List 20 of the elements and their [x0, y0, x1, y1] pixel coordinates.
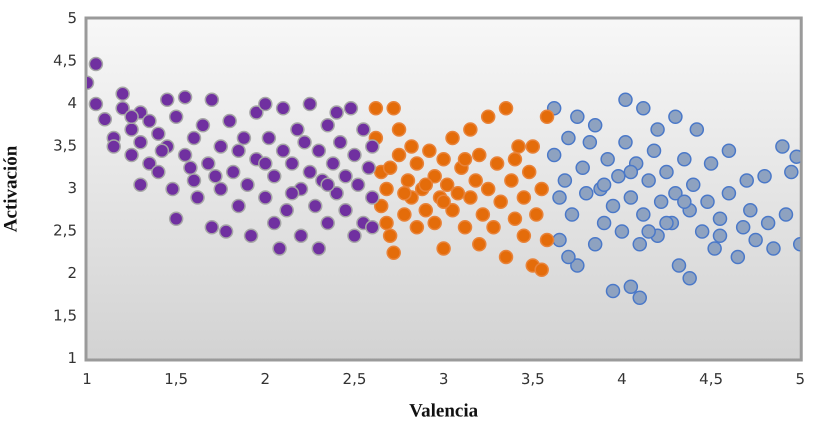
- y-tick-label: 2: [67, 264, 77, 282]
- x-tick-label: 2,5: [342, 370, 366, 388]
- y-tick-label: 1: [67, 348, 77, 367]
- x-tick-label: 5: [795, 370, 805, 388]
- y-axis-title: Activación: [0, 145, 22, 232]
- x-tick-label: 3,5: [520, 370, 545, 388]
- y-tick-label: 3,5: [53, 136, 77, 154]
- y-tick-label: 5: [67, 8, 77, 27]
- x-tick-label: 2: [260, 370, 270, 388]
- x-axis-title: Valencia: [409, 400, 479, 422]
- x-tick-label: 1,5: [164, 370, 188, 388]
- y-tick-label: 2,5: [53, 221, 77, 240]
- y-tick-label: 3: [67, 178, 77, 197]
- x-tick-label: 4: [617, 370, 627, 388]
- x-tick-label: 1: [82, 370, 92, 388]
- x-tick-label: 3: [438, 370, 448, 388]
- y-tick-label: 4: [67, 94, 77, 112]
- y-tick-label: 4,5: [53, 51, 77, 70]
- x-tick-label: 4,5: [699, 370, 724, 388]
- y-tick-label: 1,5: [53, 306, 77, 324]
